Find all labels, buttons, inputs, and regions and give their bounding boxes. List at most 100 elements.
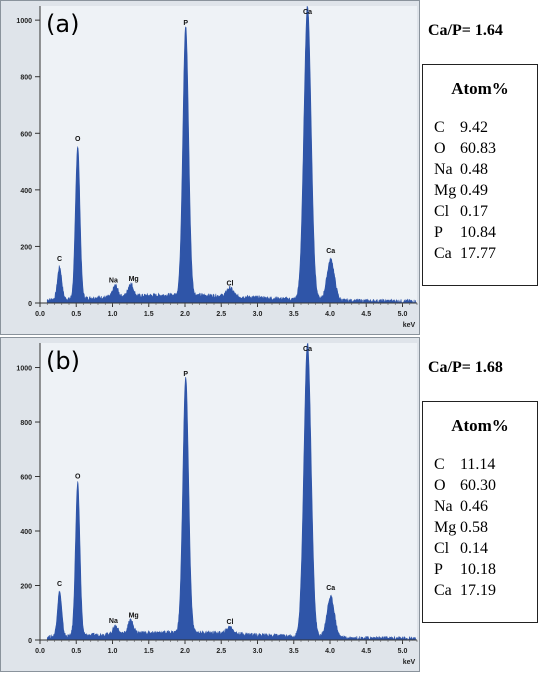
atom-value: 0.14 (460, 540, 488, 557)
y-tick-label: 800 (20, 75, 32, 82)
peak-label: Ca (303, 346, 312, 353)
x-tick-label: 2.5 (216, 311, 226, 318)
y-tick-label: 0 (28, 638, 32, 645)
x-tick-label: 1.5 (144, 648, 154, 655)
atom-row: Na 0.48 (434, 159, 537, 180)
x-tick-label: 1.0 (108, 648, 118, 655)
element-label: C (434, 119, 445, 136)
x-axis-label: keV (403, 322, 416, 329)
x-tick-label: 4.0 (325, 648, 335, 655)
x-tick-label: 3.0 (253, 648, 263, 655)
x-tick-label: 4.5 (361, 311, 371, 318)
atom-row: Na 0.46 (434, 496, 537, 517)
peak-label: Na (109, 618, 118, 625)
atom-value: 0.46 (460, 498, 488, 515)
y-tick-label: 1000 (16, 18, 32, 25)
peak-label: P (183, 20, 188, 27)
panel-label: (a) (46, 10, 79, 38)
element-label: Na (434, 161, 453, 178)
y-tick-label: 800 (20, 420, 32, 427)
ca-p-ratio-b: Ca/P= 1.68 (428, 359, 503, 376)
atom-row: Cl 0.14 (434, 538, 537, 559)
atom-percent-table-b: Atom% C 11.14 O 60.30 Na 0.46 Mg 0.58 Cl 0.14… (422, 401, 538, 623)
x-tick-label: 4.0 (325, 311, 335, 318)
atom-value: 0.48 (460, 161, 488, 178)
element-label: Ca (434, 582, 452, 599)
x-tick-label: 1.0 (108, 311, 118, 318)
atom-row: Ca 17.19 (434, 580, 537, 601)
atom-row: O 60.83 (434, 138, 537, 159)
x-tick-label: 3.5 (289, 311, 299, 318)
x-tick-label: 3.5 (289, 648, 299, 655)
atom-row: O 60.30 (434, 475, 537, 496)
element-label: Mg (434, 519, 457, 536)
y-tick-label: 0 (28, 301, 32, 308)
peak-label: Ca (326, 248, 335, 255)
element-label: Cl (434, 540, 450, 557)
eds-panel-b: 0.0 0.5 1.0 1.5 2.0 2.5 3.0 3.5 4.0 4.5 5.0 keV 0 200… (0, 337, 554, 672)
y-tick-label: 200 (20, 584, 32, 591)
atom-row: C 11.14 (434, 454, 537, 475)
x-tick-label: 2.0 (180, 648, 190, 655)
atom-value: 60.30 (460, 477, 496, 494)
atom-row: P 10.18 (434, 559, 537, 580)
y-tick-label: 600 (20, 475, 32, 482)
peak-label: Mg (129, 612, 139, 619)
element-label: C (434, 456, 445, 473)
peak-label: Ca (303, 9, 312, 16)
element-label: Mg (434, 182, 457, 199)
x-tick-label: 0.5 (71, 311, 81, 318)
x-tick-label: 0.0 (35, 648, 45, 655)
eds-panel-a: 0.0 0.5 1.0 1.5 2.0 2.5 3.0 3.5 4.0 4.5 5.0 keV 0 200… (0, 0, 554, 335)
y-tick-label: 600 (20, 131, 32, 138)
atom-row: P 10.84 (434, 222, 537, 243)
plot-area (40, 343, 417, 640)
element-label: Na (434, 498, 453, 515)
spectrum-area (46, 342, 416, 641)
element-label: Cl (434, 203, 450, 220)
eds-spectrum-b: 0.0 0.5 1.0 1.5 2.0 2.5 3.0 3.5 4.0 4.5 5.0 keV 0 200… (0, 337, 420, 672)
y-tick-label: 400 (20, 188, 32, 195)
x-tick-label: 4.5 (361, 648, 371, 655)
x-tick-label: 3.0 (253, 311, 263, 318)
panel-label: (b) (46, 347, 80, 375)
atom-value: 10.18 (460, 561, 496, 578)
atom-value: 0.17 (460, 203, 488, 220)
atom-value: 60.83 (460, 140, 496, 157)
element-label: Ca (434, 245, 452, 262)
atom-table-title-a: Atom% (451, 79, 509, 98)
y-tick-label: 200 (20, 244, 32, 251)
atom-value: 17.77 (460, 245, 496, 262)
peak-label: Na (109, 277, 118, 284)
peak-label: O (75, 136, 81, 143)
peak-label: C (57, 256, 62, 263)
peak-label: Mg (129, 276, 139, 283)
atom-value: 0.58 (460, 519, 488, 536)
element-label: O (434, 140, 446, 157)
x-tick-label: 2.0 (180, 311, 190, 318)
atom-row: C 9.42 (434, 117, 537, 138)
x-tick-label: 0.5 (71, 648, 81, 655)
x-tick-label: 5.0 (398, 648, 408, 655)
peak-label: Cl (226, 619, 233, 626)
peak-label: C (57, 581, 62, 588)
y-tick-label: 1000 (16, 366, 32, 373)
x-tick-label: 5.0 (398, 311, 408, 318)
element-label: P (434, 561, 443, 578)
peak-label: Cl (226, 280, 233, 287)
atom-percent-table-a: Atom% C 9.42 O 60.83 Na 0.48 Mg 0.49 Cl 0.17 … (422, 64, 538, 286)
element-label: O (434, 477, 446, 494)
element-label: P (434, 224, 443, 241)
atom-value: 10.84 (460, 224, 496, 241)
eds-spectrum-a: 0.0 0.5 1.0 1.5 2.0 2.5 3.0 3.5 4.0 4.5 5.0 keV 0 200… (0, 0, 420, 335)
atom-row: Ca 17.77 (434, 243, 537, 264)
spectrum-area (46, 5, 416, 305)
x-tick-label: 2.5 (216, 648, 226, 655)
peak-label: P (183, 371, 188, 378)
atom-row: Mg 0.58 (434, 517, 537, 538)
x-tick-label: 0.0 (35, 311, 45, 318)
atom-value: 11.14 (460, 456, 496, 473)
atom-value: 17.19 (460, 582, 496, 599)
y-tick-label: 400 (20, 529, 32, 536)
x-tick-label: 1.5 (144, 311, 154, 318)
